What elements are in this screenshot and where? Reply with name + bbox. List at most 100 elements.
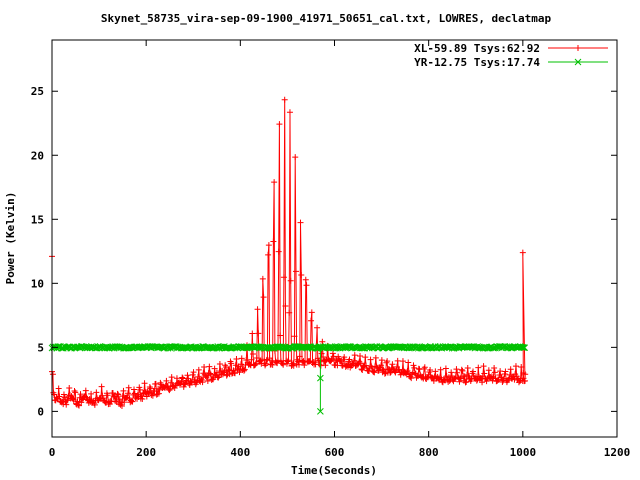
xl-point	[389, 361, 396, 368]
xl-point	[463, 378, 470, 385]
xl-point	[86, 396, 93, 403]
legend: XL-59.89 Tsys:62.92 YR-12.75 Tsys:17.74	[414, 42, 608, 69]
xl-point	[303, 282, 310, 289]
xl-point	[442, 365, 449, 372]
xl-point	[507, 366, 514, 373]
xl-point	[114, 390, 121, 397]
xl-point	[56, 393, 63, 400]
xl-point	[373, 363, 380, 370]
xl-point	[286, 309, 293, 316]
xl-point	[297, 219, 304, 226]
yr-dip-point	[317, 408, 324, 415]
xl-point	[60, 391, 67, 398]
xl-point	[453, 366, 460, 373]
xl-point	[63, 396, 70, 403]
xl-point	[470, 368, 477, 375]
xl-point	[179, 375, 186, 382]
xl-point	[292, 268, 299, 275]
xl-point	[254, 306, 261, 313]
xl-point	[146, 384, 153, 391]
xl-point	[521, 377, 528, 384]
xl-point	[131, 390, 138, 397]
xl-point	[320, 353, 327, 360]
xl-point	[383, 359, 390, 366]
xl-point	[451, 375, 458, 382]
xl-point	[308, 317, 315, 324]
xl-point	[141, 380, 148, 387]
xl-point	[139, 395, 146, 402]
xl-point	[302, 276, 309, 283]
xl-point	[241, 366, 248, 373]
xl-point	[292, 154, 299, 161]
xl-point	[287, 277, 294, 284]
xl-point	[198, 375, 205, 382]
xl-point	[298, 271, 305, 278]
xl-point	[252, 361, 259, 368]
xl-point	[387, 369, 394, 376]
xl-point	[497, 368, 504, 375]
xl-point	[459, 367, 466, 374]
xl-point	[120, 387, 127, 394]
xl-point	[204, 378, 211, 385]
xl-point	[98, 383, 105, 390]
y-tick-label: 20	[31, 149, 44, 162]
y-tick-label: 25	[31, 85, 44, 98]
xl-point	[221, 368, 228, 375]
xl-point	[480, 363, 487, 370]
legend-marker-xl	[575, 45, 581, 51]
xl-point	[377, 364, 384, 371]
xl-point	[49, 371, 56, 378]
xl-point	[116, 396, 123, 403]
xl-point	[301, 362, 308, 369]
xl-point	[372, 354, 379, 361]
xl-point	[55, 385, 62, 392]
xl-point	[233, 356, 240, 363]
y-tick-label: 5	[37, 341, 44, 354]
xl-point	[295, 361, 302, 368]
xl-point	[318, 350, 325, 357]
xl-point	[427, 366, 434, 373]
xl-point	[228, 360, 235, 367]
xl-point	[308, 309, 315, 316]
xl-point	[66, 384, 73, 391]
xl-point	[109, 389, 116, 396]
xl-point	[88, 390, 95, 397]
xl-point	[250, 351, 257, 358]
xl-point	[380, 366, 387, 373]
xl-point	[269, 361, 276, 368]
xl-point	[485, 367, 492, 374]
xl-point	[166, 387, 173, 394]
xl-point	[286, 109, 293, 116]
xl-point	[168, 374, 175, 381]
xl-point	[93, 389, 100, 396]
legend-label-yr: YR-12.75 Tsys:17.74	[414, 56, 540, 69]
xl-point	[491, 369, 498, 376]
yr-point	[521, 344, 529, 352]
xl-point	[280, 274, 287, 281]
xl-point	[351, 352, 358, 359]
xl-point	[421, 364, 428, 371]
xl-point	[506, 371, 513, 378]
legend-marker-yr	[574, 58, 582, 66]
xl-point	[232, 362, 239, 369]
xl-point	[290, 362, 297, 369]
y-tick-label: 15	[31, 213, 44, 226]
xl-point	[512, 363, 519, 370]
xl-point	[222, 364, 229, 371]
xl-point	[357, 353, 364, 360]
xl-point	[381, 370, 388, 377]
xl-point	[213, 369, 220, 376]
xl-point	[180, 383, 187, 390]
xl-point	[432, 368, 439, 375]
xl-point	[362, 354, 369, 361]
xl-point	[296, 353, 303, 360]
x-tick-label: 600	[325, 446, 345, 459]
xl-point	[464, 364, 471, 371]
xl-point	[284, 358, 291, 365]
x-tick-label: 1200	[604, 446, 631, 459]
xl-point	[211, 365, 218, 372]
xl-point	[519, 249, 526, 256]
xl-point	[248, 356, 255, 363]
xl-point	[265, 251, 272, 258]
